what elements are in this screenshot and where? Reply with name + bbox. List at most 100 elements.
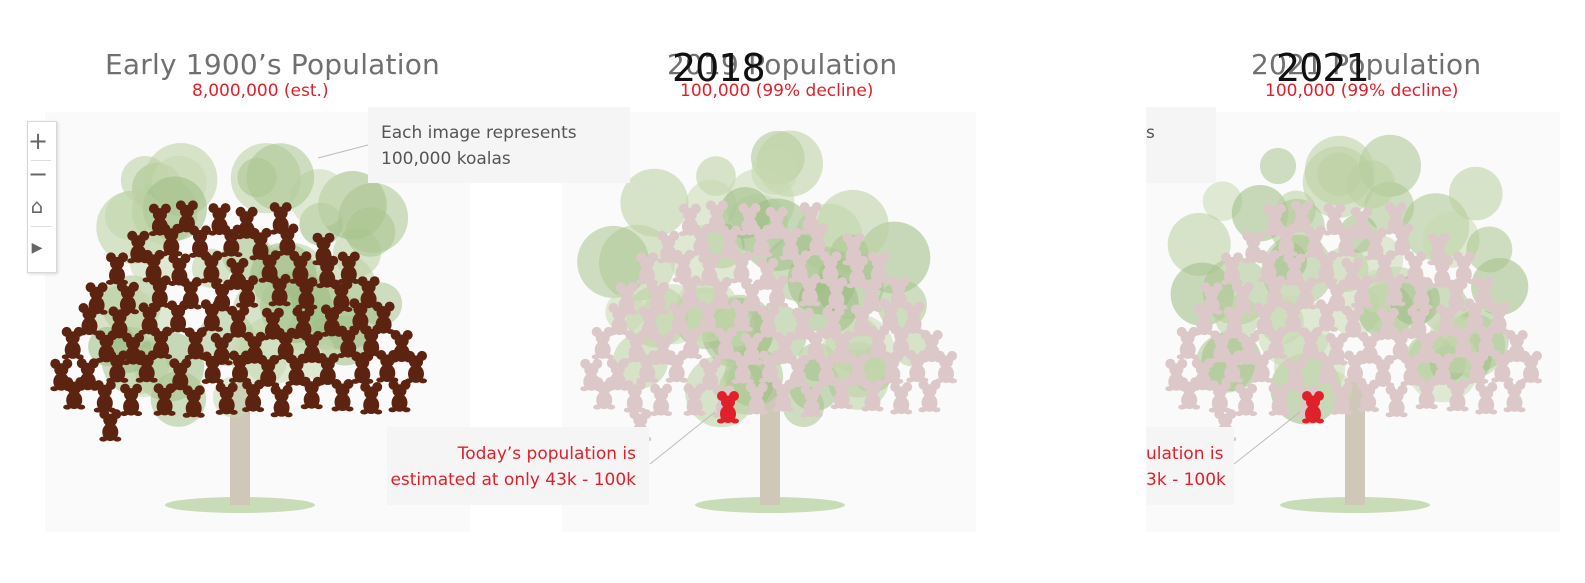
koala-icon <box>268 273 291 307</box>
koala-icon <box>1176 326 1199 360</box>
tree-foliage-0 <box>246 143 315 211</box>
panel-3-subtitle: 100,000 (99% decline) <box>1265 81 1459 101</box>
koala-icon <box>1410 277 1433 310</box>
koala-icon <box>258 250 281 283</box>
legend-line-1: Each image represents <box>381 123 577 143</box>
zoom-in-button[interactable]: + <box>28 127 49 155</box>
koala-icon <box>697 300 720 333</box>
koala-icon <box>106 252 128 285</box>
panel-3-year-overlay: 2021 <box>1276 46 1370 90</box>
panel-3-title: 2021 Population <box>1251 48 1482 81</box>
koala-icon <box>665 350 688 383</box>
koala-icon <box>879 298 902 331</box>
legend-line-2: 100,000 koalas <box>381 149 511 169</box>
koala-icon <box>1275 223 1298 257</box>
panel-2-subtitle: 100,000 (99% decline) <box>680 81 874 101</box>
koala-icon <box>699 358 722 391</box>
koala-icon <box>1404 251 1427 284</box>
koala-icon <box>1446 379 1469 412</box>
koala-icon <box>182 385 205 418</box>
play-icon[interactable]: ▶ <box>31 240 43 256</box>
koala-icon <box>860 279 883 312</box>
koala-icon <box>300 376 323 410</box>
koala-icon <box>1487 301 1510 335</box>
legend-connector-line <box>317 144 369 159</box>
koala-icon <box>1503 379 1526 413</box>
panel-1-title: Early 1900’s Population <box>105 48 440 81</box>
koala-icon <box>1178 377 1201 410</box>
koala-icon <box>798 273 821 307</box>
today-annotation: Today’s population is estimated at only … <box>387 427 649 505</box>
koala-icon <box>236 275 259 308</box>
koala-icon <box>623 380 646 413</box>
koala-icon <box>337 251 360 284</box>
koala-icon <box>1385 384 1408 418</box>
koala-icon <box>122 332 145 366</box>
koala-icon <box>1335 224 1358 258</box>
koala-icon <box>1208 380 1231 413</box>
koala-icon <box>1237 332 1260 366</box>
koala-icon <box>593 377 616 410</box>
today-clipped-line-2: 3k - 100k <box>1146 470 1226 490</box>
koala-icon <box>825 277 848 310</box>
koala-icon <box>657 230 680 264</box>
koala-icon <box>757 305 780 339</box>
zoom-out-button[interactable]: − <box>28 160 49 188</box>
tree-foliage-2 <box>1466 226 1513 273</box>
tree-foliage-2 <box>1259 147 1297 185</box>
koala-icon <box>1165 358 1188 392</box>
koala-icon <box>142 249 165 283</box>
map-zoom-toolbar: + − ⌂ ▶ <box>27 121 57 273</box>
panel-2-year-overlay: 2018 <box>672 46 766 90</box>
koala-icon <box>99 409 122 442</box>
tree-foliage-2 <box>1449 166 1503 221</box>
tree-foliage-1 <box>577 225 650 298</box>
koala-icon <box>1391 223 1414 256</box>
koala-icon <box>220 224 243 258</box>
koala-icon <box>759 350 781 383</box>
today-clipped-line-1: ulation is <box>1146 444 1224 464</box>
koala-icon <box>1344 350 1366 383</box>
koala-icon <box>1357 379 1380 413</box>
koala-icon <box>1436 304 1458 337</box>
koala-icon <box>200 250 223 284</box>
koala-icon <box>1299 327 1322 360</box>
koala-icon <box>1383 273 1406 307</box>
tree-foliage-2 <box>1346 160 1396 209</box>
koala-icon <box>120 383 143 417</box>
koala-icon <box>815 353 838 387</box>
koala-icon <box>580 358 603 392</box>
koala-icon <box>388 379 411 413</box>
tree-foliage-1 <box>620 168 689 237</box>
home-icon[interactable]: ⌂ <box>30 194 44 218</box>
today-connector-line-2 <box>1233 411 1301 465</box>
koala-icon-highlight <box>717 391 739 424</box>
koala-icon <box>1242 230 1265 264</box>
koala-icon <box>830 376 853 410</box>
koala-icon <box>636 350 659 383</box>
legend-annotation: Each image represents 100,000 koalas <box>368 107 630 183</box>
koala-icon <box>1389 327 1412 361</box>
koala-icon <box>1415 376 1438 410</box>
koala-icon <box>63 377 86 410</box>
koala-icon <box>772 379 795 413</box>
zoom-separator <box>31 160 51 161</box>
koala-icon <box>861 379 884 412</box>
koala-icon <box>316 255 339 289</box>
koala-icon <box>730 299 753 332</box>
koala-icon <box>690 223 713 257</box>
koala-icon <box>135 350 158 383</box>
koala-icon <box>918 379 941 413</box>
koala-icon <box>906 350 929 383</box>
koala-icon <box>1330 382 1353 415</box>
koala-icon <box>376 350 399 383</box>
tree-foliage-2 <box>1167 212 1231 276</box>
koala-icon <box>242 379 265 413</box>
koala-icon <box>337 325 360 359</box>
koala-icon <box>285 353 308 387</box>
koala-icon <box>61 326 84 360</box>
koala-icon <box>1315 299 1338 332</box>
koala-icon <box>890 382 913 415</box>
koala-icon <box>731 351 754 384</box>
